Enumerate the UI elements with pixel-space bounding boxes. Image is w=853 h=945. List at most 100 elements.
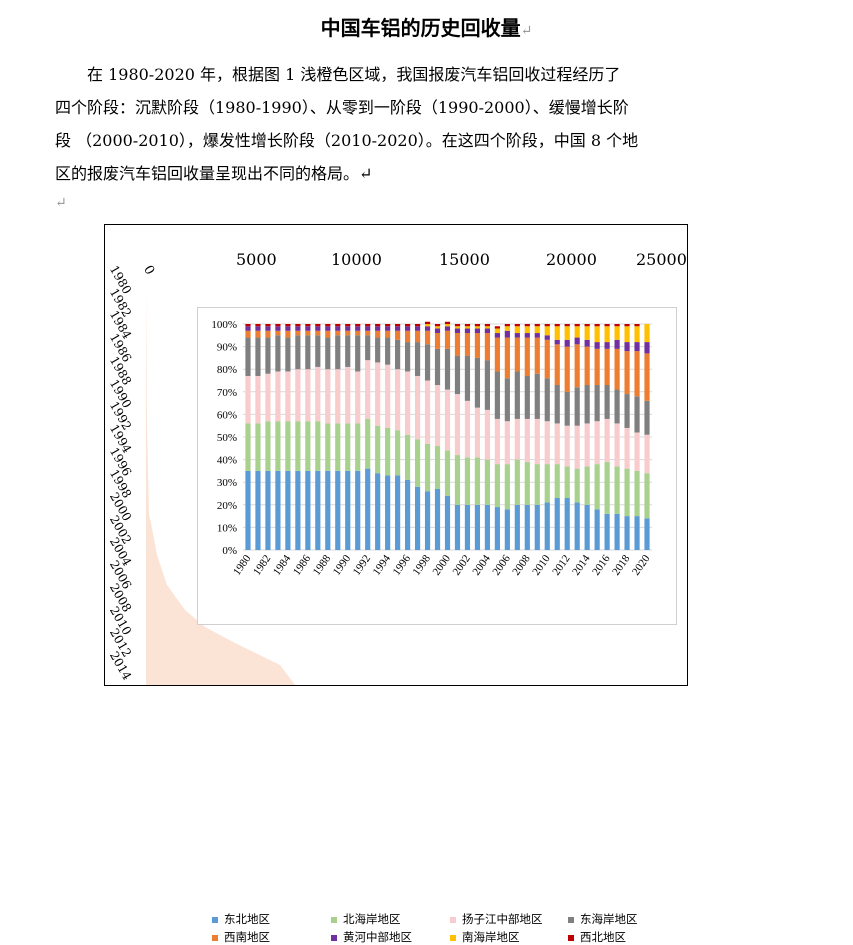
bar-segment: [454, 333, 461, 356]
bar-segment: [245, 330, 251, 338]
bar-segment: [484, 459, 490, 505]
bar-segment: [624, 324, 630, 327]
legend-swatch: [450, 917, 456, 924]
x-tick-label: 2012: [550, 553, 572, 578]
bar-segment: [584, 326, 590, 340]
bar-segment: [564, 346, 570, 392]
bar-segment: [514, 324, 520, 327]
bar-segment: [464, 326, 471, 329]
bar-segment: [454, 328, 461, 334]
bar-segment: [434, 488, 441, 550]
bar-segment: [315, 470, 321, 550]
bar-segment: [494, 418, 500, 465]
y-tick-label: 10%: [217, 522, 237, 534]
bar-segment: [275, 371, 281, 422]
legend-item: 西南地区: [212, 929, 270, 945]
bar-segment: [484, 504, 490, 550]
x-tick-label: 2020: [630, 552, 653, 577]
bar-segment: [524, 461, 530, 505]
bar-segment: [325, 470, 331, 550]
bar-segment: [534, 373, 540, 419]
x-tick-label: 2000: [431, 552, 454, 577]
bar-segment: [395, 324, 401, 327]
legend-swatch: [568, 935, 574, 942]
bar-segment: [434, 333, 441, 349]
bar-segment: [305, 326, 311, 331]
bar-segment: [255, 326, 261, 331]
bar-segment: [385, 475, 391, 550]
bar-segment: [285, 470, 291, 550]
bar-segment: [494, 333, 500, 338]
bar-segment: [504, 378, 510, 422]
bar-segment: [295, 330, 301, 336]
bar-segment: [514, 333, 520, 338]
bar-segment: [335, 330, 341, 336]
bar-segment: [375, 330, 381, 338]
x-tick-label: 1990: [331, 552, 354, 577]
bar-segment: [275, 330, 281, 336]
bar-segment: [544, 464, 550, 503]
bar-segment: [544, 335, 550, 340]
legend-swatch: [450, 935, 456, 942]
bar-segment: [245, 324, 251, 327]
bar-segment: [285, 371, 291, 422]
bar-segment: [634, 516, 640, 550]
bar-segment: [414, 486, 421, 550]
bar-segment: [255, 337, 261, 376]
bar-segment: [464, 457, 471, 505]
bar-segment: [494, 328, 500, 334]
bar-segment: [275, 335, 281, 372]
y-tick-label: 0%: [222, 545, 237, 557]
y-tick-label: 70%: [217, 387, 237, 399]
bar-segment: [584, 504, 590, 550]
bar-segment: [345, 326, 351, 331]
bar-segment: [365, 324, 371, 327]
legend-item: 北海岸地区: [331, 911, 401, 927]
legend-swatch: [331, 935, 337, 942]
bar-segment: [534, 326, 540, 334]
legend-item: 东北地区: [212, 911, 270, 927]
stacked-bar-chart: 0% 10% 20% 30% 40% 50% 60% 70% 80% 90% 100% 1980 198…: [197, 307, 677, 944]
bar-segment: [285, 421, 291, 471]
bar-segment: [614, 339, 620, 349]
document-title: 中国车铝的历史回收量↵: [320, 16, 533, 40]
bar-segment: [405, 326, 411, 331]
outer-area-chart: [146, 285, 295, 685]
bar-segment: [315, 421, 321, 471]
bar-segment: [584, 324, 590, 327]
bar-segment: [295, 335, 301, 370]
bar-segment: [434, 348, 441, 386]
bar-segment: [355, 326, 361, 331]
bar-segment: [395, 330, 401, 340]
bar-segment: [554, 385, 560, 424]
bar-segment: [604, 513, 610, 550]
bar-segment: [544, 378, 550, 422]
legend-item: 南海岸地区: [450, 929, 520, 945]
legend-swatch: [331, 917, 337, 924]
bar-segment: [504, 326, 510, 331]
bar-segment: [624, 351, 630, 395]
bar-segment: [474, 328, 481, 334]
bar-segment: [574, 337, 580, 345]
bar-segment: [644, 324, 650, 343]
bar-segment: [644, 400, 650, 435]
bar-segment: [624, 326, 630, 343]
bar-segment: [634, 351, 640, 397]
bar-segment: [444, 324, 451, 327]
bar-segment: [305, 369, 311, 422]
bar-segment: [345, 366, 351, 424]
bar-segment: [644, 473, 650, 519]
bar-segment: [634, 396, 640, 433]
legend-swatch: [212, 917, 218, 924]
bar-segment: [514, 418, 520, 460]
y-tick-label: 60%: [217, 409, 237, 421]
bar-segment: [355, 371, 361, 424]
bar-segment: [504, 337, 510, 379]
bar-segment: [454, 326, 461, 329]
bar-segment: [325, 369, 331, 424]
bar-segment: [405, 479, 411, 550]
bar-segment: [634, 326, 640, 343]
bar-segment: [584, 466, 590, 505]
bar-segment: [614, 326, 620, 340]
bar-segment: [464, 328, 471, 334]
